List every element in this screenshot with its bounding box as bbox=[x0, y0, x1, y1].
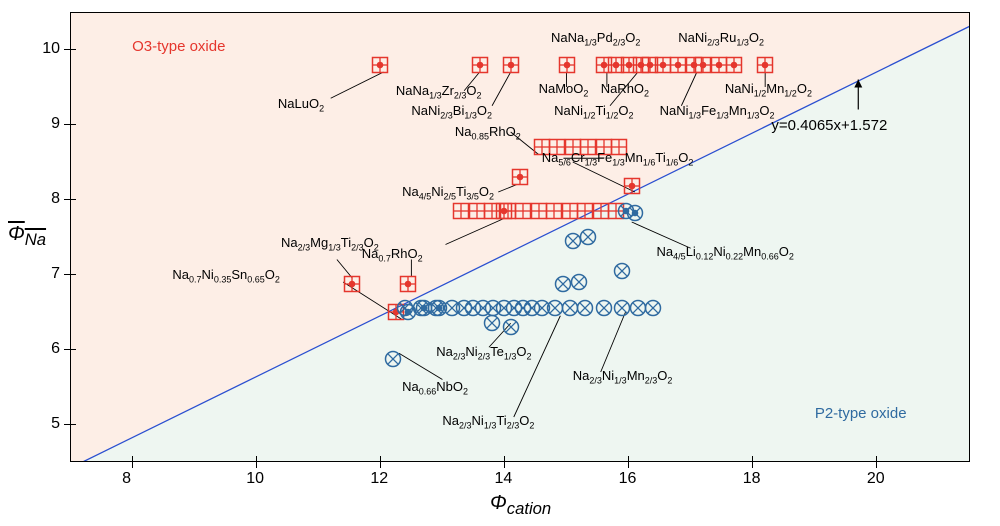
y-tick-label: 9 bbox=[51, 115, 60, 133]
p2-open-marker bbox=[483, 314, 501, 332]
x-tick-label: 8 bbox=[122, 470, 131, 488]
data-label: Na2/3Ni1/3Mn2/3O2 bbox=[573, 369, 673, 382]
o3-filled-marker bbox=[371, 56, 389, 74]
o3-filled-marker bbox=[502, 56, 520, 74]
y-axis-label: ΦNa bbox=[8, 223, 46, 246]
x-tick-label: 12 bbox=[370, 470, 388, 488]
y-tick-label: 7 bbox=[51, 265, 60, 283]
o3-filled-marker bbox=[343, 275, 361, 293]
fit-equation: y=0.4065x+1.572 bbox=[771, 117, 887, 134]
p2-open-marker bbox=[644, 299, 662, 317]
data-label: Na5/6Cr1/3Fe1/3Mn1/6Ti1/6O2 bbox=[542, 151, 694, 164]
p2-open-marker bbox=[595, 299, 613, 317]
p2-filled-marker bbox=[430, 299, 448, 317]
o3-filled-marker bbox=[756, 56, 774, 74]
data-label: Na0.66NbO2 bbox=[402, 380, 468, 393]
data-label: Na4/5Li0.12Ni0.22Mn0.66O2 bbox=[657, 245, 794, 258]
o3-filled-marker bbox=[558, 56, 576, 74]
data-label: Na4/5Ni2/5Ti3/5O2 bbox=[402, 185, 494, 198]
o3-filled-marker bbox=[471, 56, 489, 74]
p2-open-marker bbox=[579, 228, 597, 246]
data-label: NaNi1/2Ti1/2O2 bbox=[554, 104, 633, 117]
x-tick-label: 14 bbox=[494, 470, 512, 488]
x-tick-label: 20 bbox=[867, 470, 885, 488]
p2-open-marker bbox=[613, 262, 631, 280]
data-label: NaNa1/3Zr2/3O2 bbox=[396, 84, 482, 97]
o3-filled-marker bbox=[399, 275, 417, 293]
o3-filled-marker bbox=[623, 177, 641, 195]
x-tick-label: 16 bbox=[619, 470, 637, 488]
data-label: NaRhO2 bbox=[601, 82, 649, 95]
o3-filled-marker bbox=[511, 168, 529, 186]
data-label: NaNi1/2Mn1/2O2 bbox=[725, 82, 812, 95]
plot-area bbox=[70, 12, 970, 462]
y-tick-label: 10 bbox=[42, 40, 60, 58]
legend-o3: O3-type oxide bbox=[132, 38, 225, 55]
legend-p2: P2-type oxide bbox=[815, 405, 907, 422]
data-label: NaNi2/3Bi1/3O2 bbox=[411, 104, 492, 117]
y-tick-label: 5 bbox=[51, 415, 60, 433]
data-label: NaNa1/3Pd2/3O2 bbox=[551, 31, 640, 44]
data-label: Na0.7Ni0.35Sn0.65O2 bbox=[172, 268, 280, 281]
p2-open-marker bbox=[576, 299, 594, 317]
data-label: NaNi2/3Ru1/3O2 bbox=[678, 31, 764, 44]
data-label: Na2/3Ni1/3Ti2/3O2 bbox=[442, 414, 534, 427]
x-tick-label: 10 bbox=[246, 470, 264, 488]
data-label: Na0.85RhO2 bbox=[455, 125, 521, 138]
data-label: Na0.7RhO2 bbox=[362, 247, 423, 260]
p2-open-marker bbox=[502, 318, 520, 336]
data-label: Na2/3Ni2/3Te1/3O2 bbox=[436, 345, 531, 358]
x-axis-label: Φcation bbox=[490, 492, 551, 515]
y-tick-label: 8 bbox=[51, 190, 60, 208]
scatter-chart: 8 10 12 14 16 18 20 5 6 7 8 9 10 Φcation ΦNa O3-type ox… bbox=[0, 0, 1000, 526]
data-label: NaNi1/3Fe1/3Mn1/3O2 bbox=[660, 104, 775, 117]
p2-open-marker bbox=[384, 350, 402, 368]
x-tick-label: 18 bbox=[743, 470, 761, 488]
o3-filled-marker bbox=[725, 56, 743, 74]
data-label: NaLuO2 bbox=[278, 97, 324, 110]
o3-filled-marker bbox=[495, 202, 513, 220]
p2-open-marker bbox=[570, 273, 588, 291]
y-tick-label: 6 bbox=[51, 340, 60, 358]
p2-filled-marker bbox=[626, 204, 644, 222]
data-label: NaMoO2 bbox=[539, 82, 589, 95]
